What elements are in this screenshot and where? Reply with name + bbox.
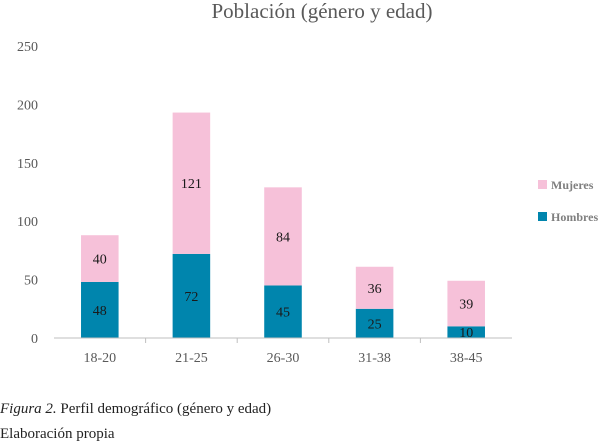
figure-label: Figura 2. xyxy=(0,401,57,417)
data-label: 72 xyxy=(184,290,198,305)
data-label: 84 xyxy=(276,230,290,245)
population-chart: Población (género y edad) 0 50 100 150 200 25… xyxy=(17,0,598,366)
y-tick-label: 150 xyxy=(17,157,38,172)
bar-mujeres-38-45 xyxy=(447,280,485,327)
y-tick-label: 200 xyxy=(17,98,38,113)
legend-label-hombres: Hombres xyxy=(551,210,598,224)
legend: Mujeres Hombres xyxy=(538,178,598,224)
x-axis-ticks: 18-20 21-25 26-30 31-38 38-45 xyxy=(83,338,483,366)
x-tick-label: 26-30 xyxy=(267,351,300,366)
data-label: 121 xyxy=(181,177,202,192)
x-tick-label: 38-45 xyxy=(450,351,483,366)
bar-mujeres-26-30 xyxy=(264,187,302,286)
figure-caption: Figura 2. Perfil demográfico (género y e… xyxy=(0,401,271,418)
data-label: 48 xyxy=(93,304,107,319)
chart-title: Población (género y edad) xyxy=(211,0,432,23)
x-tick-label: 18-20 xyxy=(83,351,116,366)
bar-hombres-38-45 xyxy=(447,326,485,338)
data-label: 39 xyxy=(459,298,473,313)
bar-hombres-18-20 xyxy=(81,281,119,338)
y-axis-ticks: 0 50 100 150 200 250 xyxy=(17,40,38,347)
bar-hombres-21-25 xyxy=(172,253,211,338)
bar-mujeres-18-20 xyxy=(81,235,119,282)
y-tick-label: 250 xyxy=(17,40,38,55)
legend-swatch-hombres xyxy=(538,212,547,221)
data-label: 45 xyxy=(276,306,290,321)
bars: 48 40 72 121 45 84 25 36 10 39 xyxy=(81,112,485,341)
bar-mujeres-31-38 xyxy=(355,266,394,309)
y-tick-label: 0 xyxy=(31,332,38,347)
x-tick-label: 21-25 xyxy=(175,351,208,366)
bar-hombres-31-38 xyxy=(355,308,394,338)
y-tick-label: 50 xyxy=(24,274,38,289)
data-label: 10 xyxy=(459,326,473,341)
legend-swatch-mujeres xyxy=(538,180,547,189)
legend-label-mujeres: Mujeres xyxy=(551,178,594,192)
x-tick-label: 31-38 xyxy=(358,351,391,366)
figure-title: Perfil demográfico (género y edad) xyxy=(56,401,272,417)
bar-mujeres-21-25 xyxy=(172,112,211,254)
bar-hombres-26-30 xyxy=(264,285,302,338)
data-label: 36 xyxy=(368,282,382,297)
data-label: 40 xyxy=(93,253,107,268)
figure-source: Elaboración propia xyxy=(0,426,115,442)
data-label: 25 xyxy=(368,317,382,332)
y-tick-label: 100 xyxy=(17,215,38,230)
